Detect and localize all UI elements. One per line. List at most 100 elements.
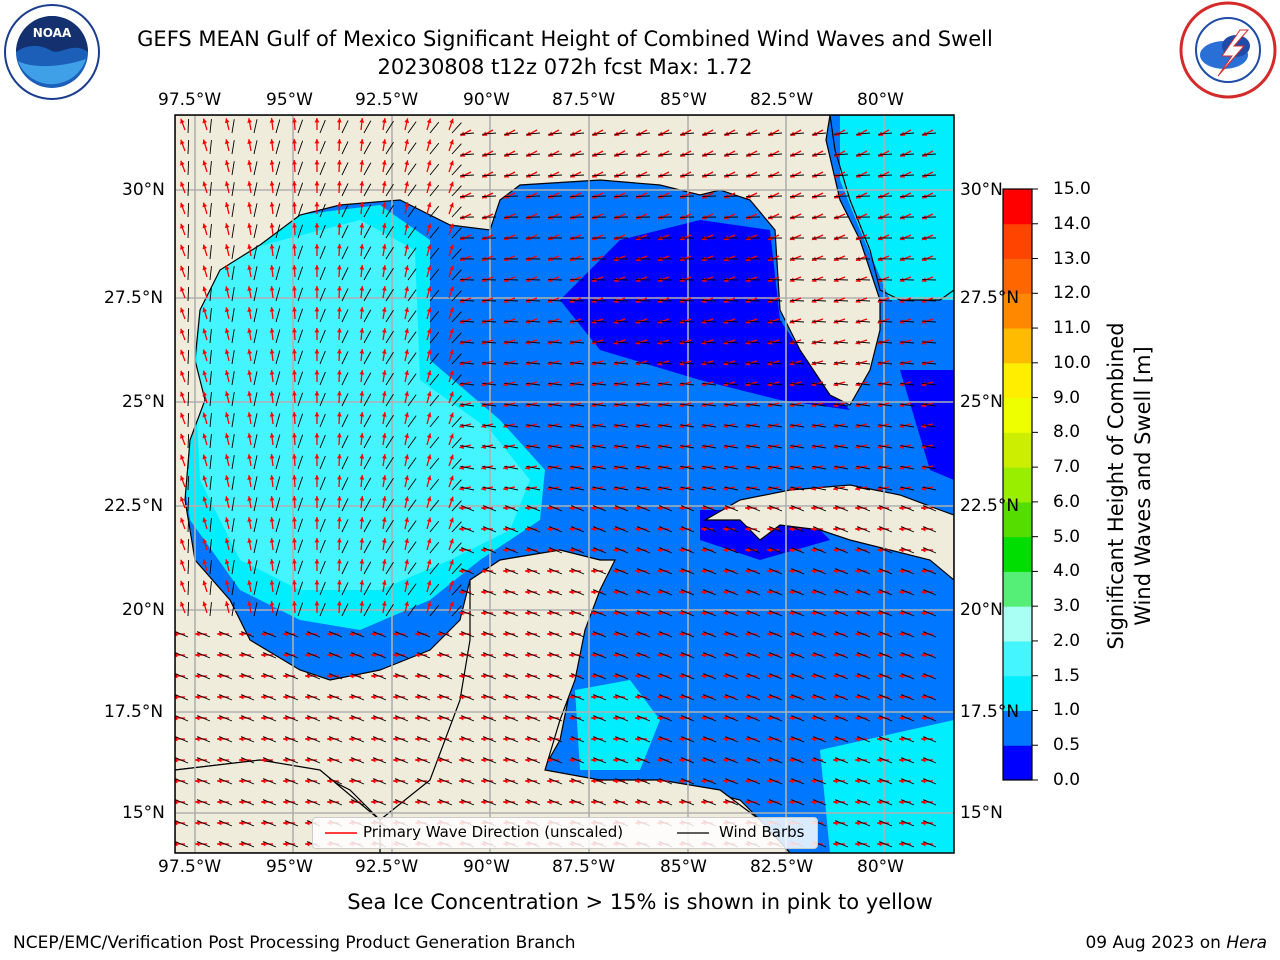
wind-barb: [878, 673, 893, 680]
wave-arrow-head: [679, 673, 684, 679]
colorbar: [1003, 188, 1038, 781]
wave-arrow-head: [921, 778, 926, 784]
colorbar-tick-label: 2.0: [1053, 630, 1081, 651]
wind-barb: [834, 382, 849, 386]
wave-arrow-head: [195, 673, 200, 679]
wind-barb: [658, 424, 673, 428]
wave-arrow-head: [224, 391, 230, 397]
wind-barb: [922, 526, 937, 533]
wind-barb: [856, 486, 871, 491]
wave-arrow-head: [591, 505, 596, 511]
wind-barb: [768, 445, 783, 449]
wave-arrow-head: [679, 423, 685, 429]
wind-barb: [196, 799, 211, 806]
wind-barb: [922, 362, 937, 365]
wind-barb: [614, 715, 629, 722]
wind-barb: [407, 415, 417, 428]
wind-barb: [253, 434, 258, 449]
wave-arrow-head: [657, 360, 663, 366]
wave-arrow-head: [657, 444, 663, 450]
wind-barb: [275, 455, 281, 470]
wave-arrow-head: [336, 328, 342, 333]
wind-barb: [407, 352, 417, 365]
wave-arrow-head: [525, 444, 531, 450]
wind-barb: [240, 799, 255, 806]
wind-barb: [218, 736, 233, 743]
wave-arrow-head: [657, 610, 662, 616]
wave-arrow-head: [426, 160, 432, 166]
wave-arrow-head: [314, 307, 320, 312]
wind-barb: [900, 736, 915, 743]
wind-barb: [429, 373, 440, 386]
wave-arrow-head: [239, 694, 244, 700]
wind-barb: [429, 436, 440, 449]
wind-barb: [702, 465, 717, 470]
wind-barb: [504, 799, 519, 806]
wind-barb: [482, 694, 497, 701]
wave-arrow-head: [349, 757, 354, 763]
nws-logo: [1179, 1, 1277, 99]
wind-barb: [328, 673, 343, 680]
wave-arrow-head: [381, 223, 387, 228]
wind-barb: [284, 673, 299, 680]
wave-arrow-head: [503, 402, 509, 408]
wave-arrow-head: [393, 715, 398, 721]
wave-arrow-head: [359, 475, 365, 480]
wave-arrow-head: [202, 496, 208, 502]
wind-barb: [385, 603, 394, 617]
wind-barb: [394, 757, 409, 764]
wind-barb: [614, 589, 629, 596]
lon-tick-bottom: 95°W: [266, 857, 313, 877]
wind-barb: [482, 799, 497, 806]
wave-arrow-head: [305, 778, 310, 784]
wave-arrow-head: [789, 547, 794, 553]
wind-barb: [275, 560, 281, 575]
wind-barb: [702, 382, 717, 386]
wind-barb: [812, 610, 827, 617]
wave-arrow-head: [349, 694, 354, 700]
wave-arrow-head: [180, 433, 185, 439]
wind-barb: [768, 465, 783, 470]
wave-arrow-head: [723, 799, 728, 805]
colorbar-tick-label: 10.0: [1053, 352, 1091, 373]
wind-barb: [451, 458, 462, 470]
wind-barb: [407, 205, 417, 218]
wave-arrow-head: [679, 757, 684, 763]
wave-arrow-head: [855, 505, 860, 511]
wind-barb: [856, 610, 871, 617]
wind-barb: [724, 610, 739, 617]
wind-barb: [459, 299, 475, 302]
wave-arrow-head: [591, 381, 597, 387]
wind-barb: [341, 162, 349, 176]
colorbar-tick-label: 11.0: [1053, 318, 1091, 339]
wind-barb: [834, 341, 849, 344]
wave-arrow-head: [247, 118, 252, 123]
wind-barb: [460, 610, 475, 617]
wind-barb: [253, 539, 258, 554]
wind-barb: [341, 540, 349, 554]
wind-barb: [253, 329, 258, 344]
wind-barb: [569, 195, 585, 198]
wind-barb: [319, 329, 326, 344]
wind-barb: [218, 820, 233, 827]
wave-arrow-head: [202, 559, 208, 565]
wind-barb: [297, 245, 304, 260]
wave-arrow-head: [381, 118, 387, 123]
wave-arrow-head: [393, 757, 398, 763]
wave-arrow-head: [202, 160, 208, 166]
wave-arrow-head: [224, 307, 230, 313]
wind-barb: [504, 526, 519, 533]
wind-barb: [504, 568, 519, 575]
wind-barb: [253, 182, 258, 197]
wave-arrow-head: [449, 328, 454, 334]
wind-barb: [679, 174, 695, 177]
wind-barb: [363, 351, 372, 365]
wind-barb: [460, 799, 475, 806]
wave-arrow-head: [437, 799, 442, 805]
wind-barb: [385, 372, 394, 386]
wind-barb: [570, 715, 585, 722]
wave-arrow-head: [569, 799, 574, 805]
wind-barb: [385, 162, 394, 176]
wave-arrow-head: [877, 757, 882, 763]
wind-barb: [724, 341, 739, 344]
